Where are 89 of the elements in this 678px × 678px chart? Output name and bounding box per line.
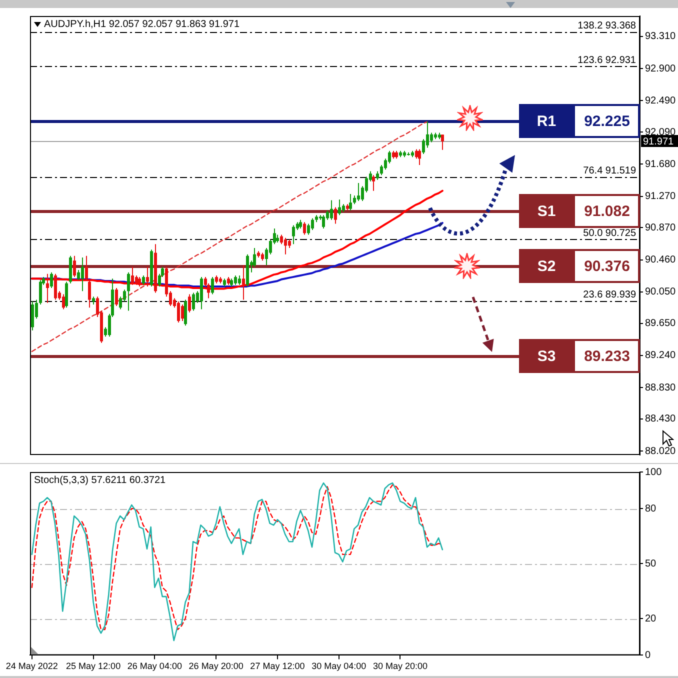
candlestick <box>65 281 68 308</box>
candlestick <box>39 280 42 305</box>
candlestick <box>81 256 84 292</box>
candlestick <box>430 132 433 143</box>
candlestick <box>330 200 333 220</box>
text: R1 92.225 <box>536 113 630 130</box>
y-tick-label: 0 <box>645 650 651 661</box>
candlestick <box>138 276 141 287</box>
y-tick-label: 91.680 <box>645 158 676 170</box>
candlestick <box>334 206 337 224</box>
candlestick <box>292 224 295 245</box>
ref-line-label: 23.6 89.939 <box>583 289 636 300</box>
candlestick <box>307 223 310 236</box>
candlestick <box>426 120 429 148</box>
candlestick <box>211 276 214 295</box>
candlestick <box>192 292 195 312</box>
candlestick <box>142 274 145 286</box>
candlestick <box>388 150 391 164</box>
ref-line-label: 50.0 90.725 <box>583 228 636 239</box>
candlestick <box>338 198 341 216</box>
x-tick-label: 26 May 20:00 <box>188 661 244 672</box>
candlestick <box>177 300 180 324</box>
candlestick <box>284 237 287 255</box>
y-tick-label: 90.050 <box>645 286 676 298</box>
candlestick <box>146 266 149 287</box>
candlestick <box>349 193 352 211</box>
x-tick-label: 26 May 04:00 <box>127 661 182 672</box>
x-tick-label: 24 May 2022 <box>6 661 58 672</box>
x-tick-label: 25 May 12:00 <box>66 661 121 672</box>
y-tick-label: 90.870 <box>645 222 676 234</box>
candlestick <box>115 288 118 307</box>
candlestick <box>441 134 444 150</box>
candlestick <box>418 148 421 166</box>
candlestick <box>46 273 49 304</box>
line-series <box>31 121 428 352</box>
ref-line-label: 91.971 <box>643 136 674 148</box>
candlestick <box>422 138 425 154</box>
candlestick <box>184 299 187 326</box>
candlestick <box>234 274 237 286</box>
candlestick <box>303 222 306 236</box>
candlestick <box>127 272 130 312</box>
x-tick-label: 27 May 12:00 <box>250 661 305 672</box>
candlestick <box>85 255 88 281</box>
candlestick <box>77 269 80 281</box>
ref-line-label: 76.4 91.519 <box>583 166 636 177</box>
candlestick <box>54 273 57 300</box>
candlestick <box>131 266 134 286</box>
y-tick-label: 91.270 <box>645 191 676 202</box>
candlestick <box>311 218 314 231</box>
text: S3 89.233 <box>537 348 630 366</box>
candlestick <box>200 276 203 310</box>
ref-line-label: 138.2 93.368 <box>578 20 636 32</box>
y-tick-label: 50 <box>645 558 657 570</box>
y-tick-label: 88.430 <box>645 414 676 425</box>
candlestick <box>62 294 65 310</box>
y-tick-label: 92.900 <box>645 63 676 74</box>
candlestick <box>322 214 325 229</box>
candlestick <box>238 274 241 286</box>
candlestick <box>181 304 184 322</box>
candlestick <box>280 234 283 245</box>
x-tick-label: 30 May 20:00 <box>372 661 428 672</box>
candlestick <box>135 274 138 286</box>
text: S2 90.376 <box>537 258 630 276</box>
y-tick-label: 100 <box>645 466 662 478</box>
x-tick-label: 30 May 04:00 <box>312 661 366 672</box>
y-tick-label: 90.460 <box>645 254 676 266</box>
candlestick <box>357 182 360 202</box>
candlestick <box>50 272 53 289</box>
y-tick-label: 88.020 <box>645 446 676 457</box>
y-tick-label: 80 <box>645 503 657 514</box>
y-tick-label: 89.240 <box>645 350 676 362</box>
y-tick-label: 20 <box>645 613 657 624</box>
candlestick <box>415 148 418 160</box>
chart-title: AUDJPY.h,H1 92.057 92.057 91.863 91.971 <box>44 18 240 30</box>
candlestick <box>380 164 383 176</box>
candlestick <box>88 280 91 308</box>
y-tick-label: 92.490 <box>645 95 676 106</box>
chart-title: Stoch(5,3,3) 57.6211 60.3721 <box>34 474 166 486</box>
candlestick <box>242 264 245 300</box>
candlestick <box>31 300 34 331</box>
candlestick <box>188 294 191 313</box>
candlestick <box>73 255 76 278</box>
text: S1 91.082 <box>537 203 630 220</box>
y-tick-label: 93.310 <box>645 31 676 42</box>
y-tick-label: 92.090 <box>645 126 676 138</box>
candlestick <box>372 174 375 192</box>
y-tick-label: 89.650 <box>645 318 676 330</box>
ref-line-label: 123.6 92.931 <box>578 54 636 66</box>
y-tick-label: 88.830 <box>645 382 676 394</box>
